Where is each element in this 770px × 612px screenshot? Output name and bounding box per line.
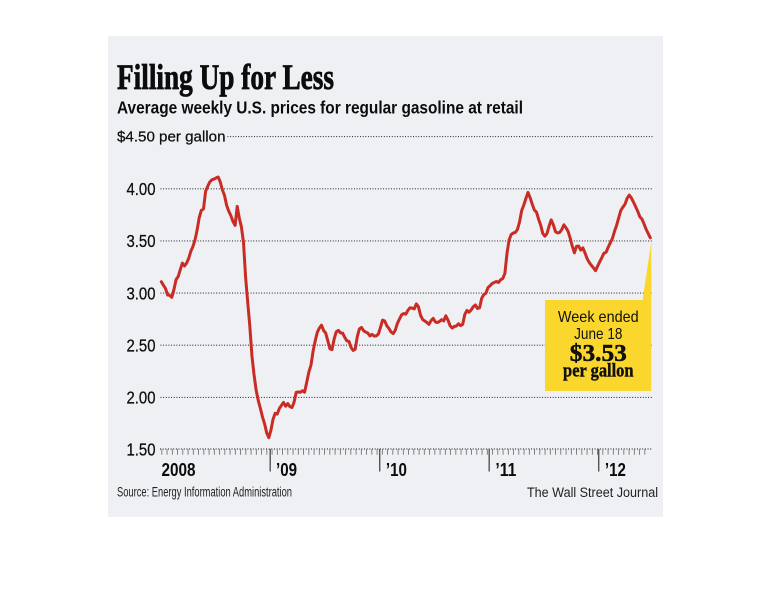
svg-text:Average weekly U.S. prices for: Average weekly U.S. prices for regular g… [117, 98, 523, 118]
svg-text:June 18: June 18 [574, 326, 622, 343]
svg-text:$3.53: $3.53 [570, 341, 627, 367]
svg-text:2.50: 2.50 [127, 335, 156, 355]
svg-text:2008: 2008 [162, 460, 196, 480]
svg-text:3.50: 3.50 [127, 231, 156, 251]
svg-text:’10: ’10 [386, 460, 407, 480]
svg-text:Source: Energy Information Adm: Source: Energy Information Administratio… [117, 485, 292, 500]
svg-text:The Wall Street Journal: The Wall Street Journal [527, 485, 658, 500]
svg-text:Filling Up for Less: Filling Up for Less [117, 57, 334, 97]
svg-text:Week ended: Week ended [558, 309, 639, 326]
svg-text:’12: ’12 [605, 460, 626, 480]
svg-text:4.00: 4.00 [127, 179, 156, 199]
svg-text:per gallon: per gallon [563, 361, 634, 382]
svg-text:1.50: 1.50 [127, 440, 156, 460]
svg-text:’11: ’11 [495, 460, 516, 480]
svg-text:’09: ’09 [276, 460, 297, 480]
svg-text:2.00: 2.00 [127, 388, 156, 408]
svg-text:$4.50 per gallon: $4.50 per gallon [117, 129, 226, 146]
svg-text:3.00: 3.00 [127, 283, 156, 303]
